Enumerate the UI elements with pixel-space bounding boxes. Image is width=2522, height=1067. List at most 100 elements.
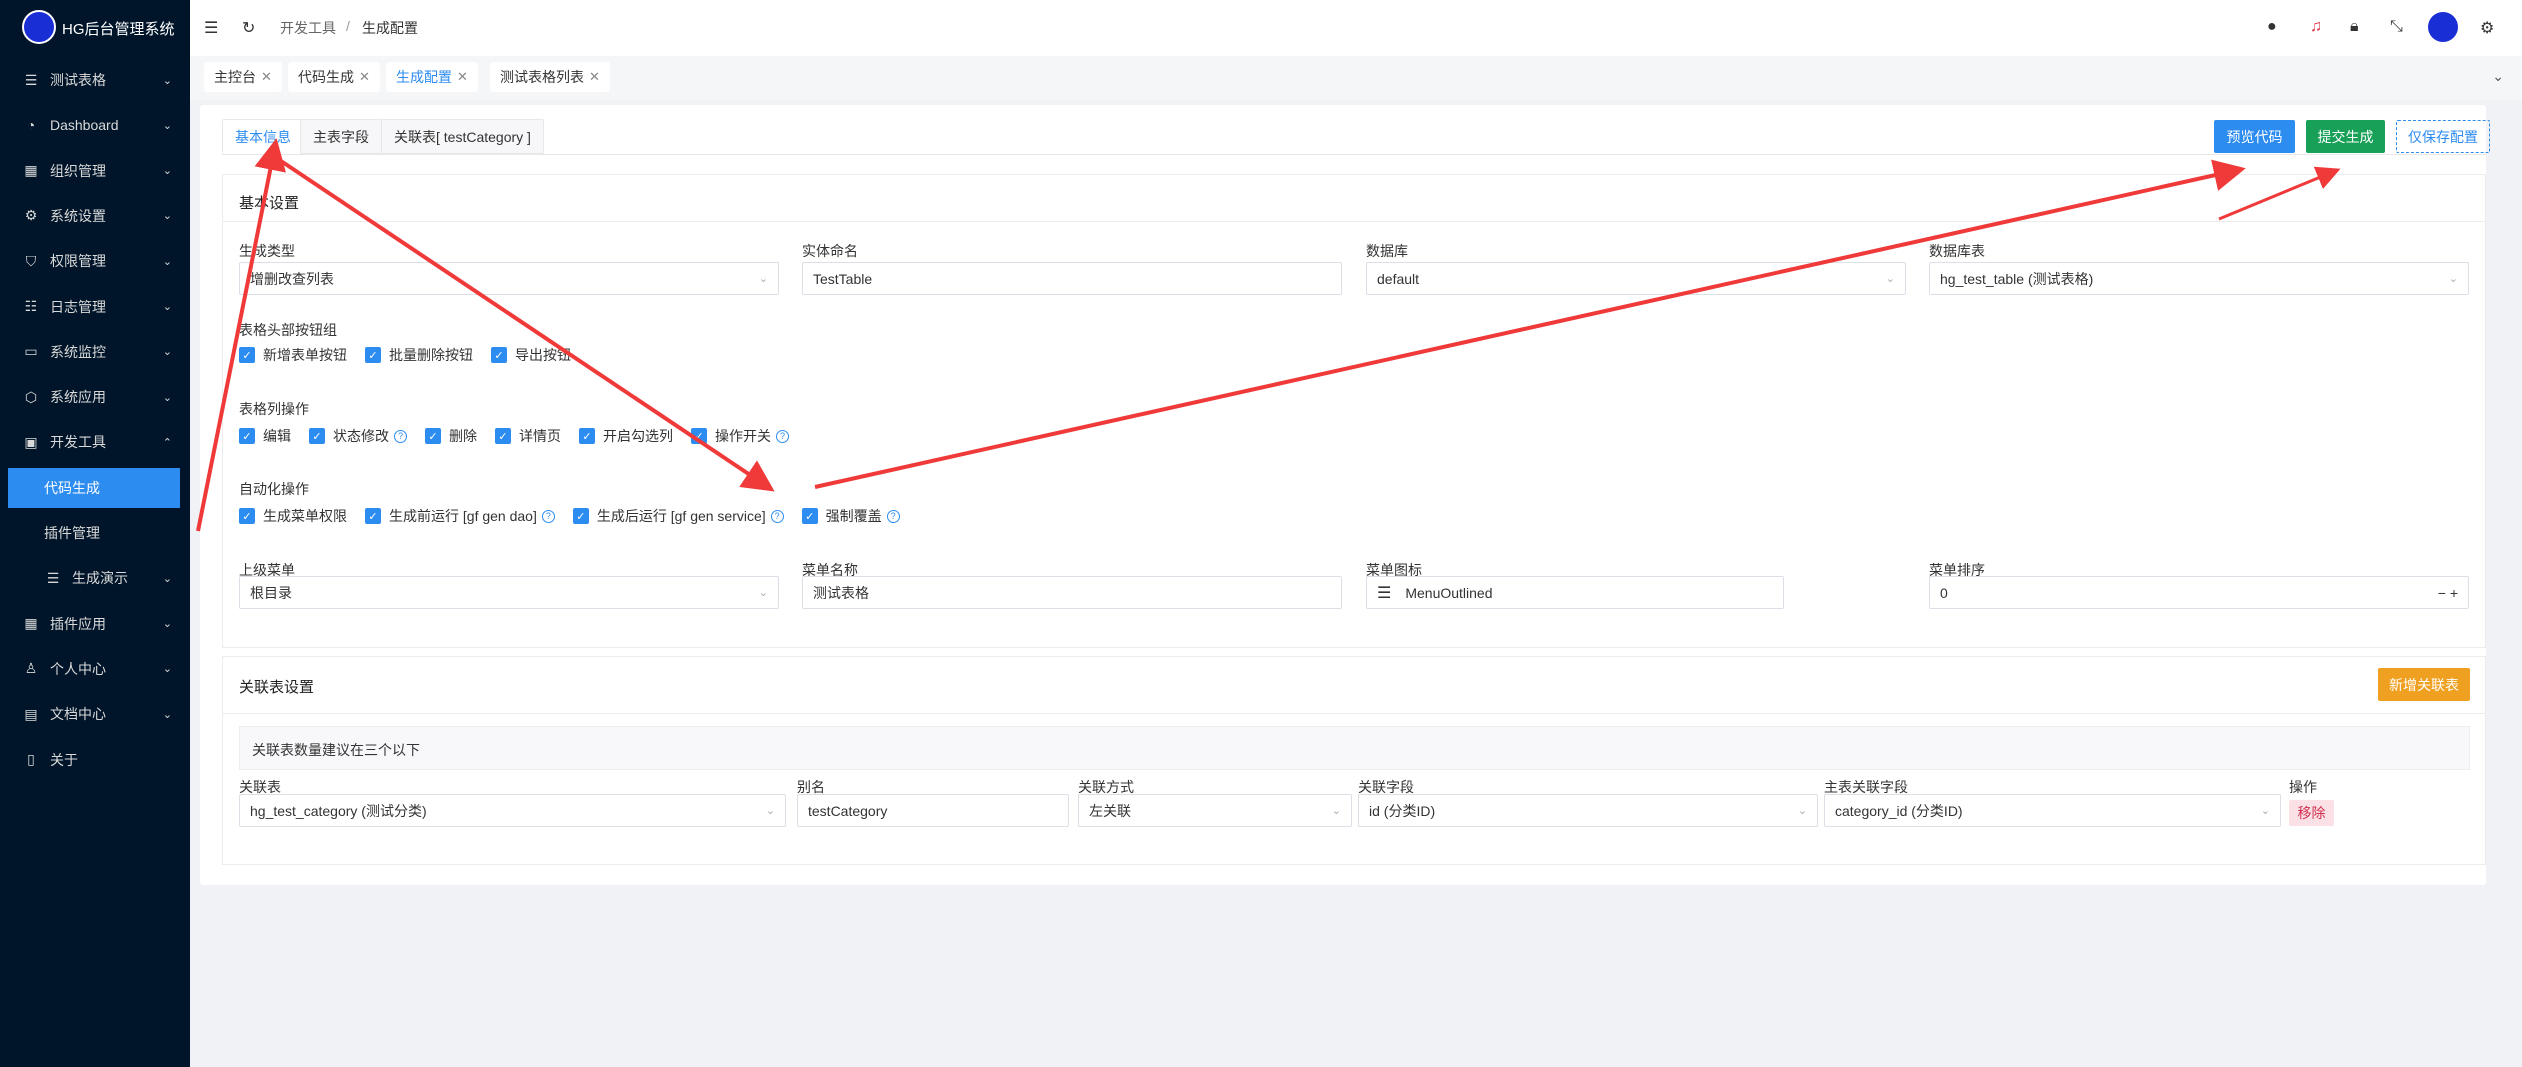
github-icon[interactable]: ●: [2267, 18, 2277, 35]
menu-field-input[interactable]: 测试表格: [802, 576, 1342, 609]
menu-field-input[interactable]: ☰ MenuOutlined: [1366, 576, 1784, 609]
sidebar-item[interactable]: ▣ 开发工具 ⌃: [0, 422, 190, 462]
save-config-button[interactable]: 仅保存配置: [2396, 120, 2490, 153]
select-field[interactable]: default ⌄: [1366, 262, 1906, 295]
chevron-icon: ⌄: [162, 210, 172, 223]
refresh-icon[interactable]: ↻: [242, 20, 256, 37]
chevron-icon: ⌄: [162, 391, 172, 404]
field-label: 上级菜单: [239, 562, 295, 578]
chevron-icon: ⌄: [162, 708, 172, 721]
sidebar-item[interactable]: ⛉ 权限管理 ⌄: [0, 241, 190, 281]
sidebar-item[interactable]: ☰ 测试表格 ⌄: [0, 60, 190, 100]
gear-icon[interactable]: ⚙: [2480, 20, 2495, 37]
stepper-icon[interactable]: − +: [2437, 584, 2458, 601]
menu-field-input[interactable]: 根目录 ⌄: [239, 576, 779, 609]
sidebar-item[interactable]: ◔ Dashboard ⌄: [0, 105, 190, 145]
group-label: 自动化操作: [239, 481, 309, 497]
column-header: 关联字段: [1358, 779, 1414, 795]
checkbox[interactable]: ✓ 编辑: [239, 426, 291, 446]
help-icon[interactable]: ?: [770, 509, 784, 523]
checkbox[interactable]: ✓ 删除: [425, 426, 477, 446]
checkbox[interactable]: ✓ 新增表单按钮: [239, 345, 347, 365]
join-table-field[interactable]: hg_test_category (测试分类) ⌄: [239, 794, 786, 827]
join-mode-field[interactable]: 左关联 ⌄: [1078, 794, 1352, 827]
collapse-menu-icon[interactable]: ☰: [204, 20, 219, 37]
sidebar-item[interactable]: ▦ 插件应用 ⌄: [0, 604, 190, 644]
sidebar-item[interactable]: 插件管理: [0, 513, 190, 553]
join-field-field[interactable]: id (分类ID) ⌄: [1358, 794, 1818, 827]
sidebar-item[interactable]: ▦ 组织管理 ⌄: [0, 151, 190, 191]
help-icon[interactable]: ?: [394, 429, 407, 443]
bell-icon[interactable]: ♫: [2310, 18, 2322, 35]
checkbox[interactable]: ✓ 导出按钮: [491, 345, 571, 365]
field-value: default: [1377, 270, 1420, 287]
checkbox[interactable]: ✓ 详情页: [495, 426, 561, 446]
close-icon[interactable]: ✕: [457, 69, 468, 84]
checkbox-checked-icon: ✓: [691, 428, 707, 444]
checkbox[interactable]: ✓ 操作开关?: [691, 426, 789, 446]
checkbox-label: 导出按钮: [515, 347, 571, 363]
help-icon[interactable]: ?: [776, 429, 789, 443]
select-field[interactable]: hg_test_table (测试表格) ⌄: [1929, 262, 2469, 295]
page-tab-active[interactable]: 生成配置 ✕: [386, 62, 478, 92]
entity-name-input[interactable]: TestTable: [802, 262, 1342, 295]
checkbox-checked-icon: ✓: [491, 347, 507, 363]
sidebar-item-label: Dashboard: [50, 117, 119, 134]
close-icon[interactable]: ✕: [359, 69, 370, 84]
select-field[interactable]: 增删改查列表 ⌄: [239, 262, 779, 295]
sidebar-item[interactable]: ⬡ 系统应用 ⌄: [0, 377, 190, 417]
sidebar-item[interactable]: ▯ 关于: [0, 740, 190, 780]
sidebar-item[interactable]: ▭ 系统监控 ⌄: [0, 332, 190, 372]
help-icon[interactable]: ?: [541, 509, 555, 523]
checkbox[interactable]: ✓ 生成前运行 [gf gen dao]?: [365, 506, 555, 526]
content-card: 基本信息 主表字段 关联表[ testCategory ] 预览代码 提交生成 …: [200, 105, 2490, 885]
sidebar-item-label: 文档中心: [50, 706, 106, 723]
sidebar-item-label: 个人中心: [50, 660, 106, 677]
chevron-down-icon: ⌄: [2260, 805, 2270, 817]
join-main_field-field[interactable]: category_id (分类ID) ⌄: [1824, 794, 2281, 827]
tab-main-fields[interactable]: 主表字段: [300, 119, 382, 154]
tab-join-table[interactable]: 关联表[ testCategory ]: [381, 119, 544, 154]
checkbox[interactable]: ✓ 生成后运行 [gf gen service]?: [572, 506, 784, 526]
page-tab[interactable]: 主控台 ✕: [204, 62, 282, 92]
breadcrumb-item[interactable]: 开发工具: [280, 20, 336, 36]
close-icon[interactable]: ✕: [261, 69, 272, 84]
sidebar-item-label: 插件应用: [50, 615, 106, 632]
panel-title: 关联表设置: [239, 679, 315, 696]
page-tab[interactable]: 代码生成 ✕: [288, 62, 380, 92]
menu-icon: ☰: [1377, 584, 1392, 602]
checkbox[interactable]: ✓ 强制覆盖?: [801, 506, 900, 526]
tab-basic-info[interactable]: 基本信息: [222, 119, 304, 154]
sidebar-item-label: 关于: [50, 751, 78, 768]
sidebar-item[interactable]: ☷ 日志管理 ⌄: [0, 287, 190, 327]
sidebar-item[interactable]: ♙ 个人中心 ⌄: [0, 649, 190, 689]
avatar[interactable]: [2428, 12, 2458, 42]
remove-button[interactable]: 移除: [2289, 800, 2334, 826]
preview-code-button[interactable]: 预览代码: [2214, 120, 2295, 153]
sidebar-item[interactable]: ▤ 文档中心 ⌄: [0, 694, 190, 734]
sidebar-item[interactable]: ☰ 生成演示 ⌄: [0, 558, 190, 598]
submit-generate-button[interactable]: 提交生成: [2306, 120, 2385, 153]
page-tab[interactable]: 测试表格列表 ✕: [490, 62, 610, 92]
join-alias-field[interactable]: testCategory: [797, 794, 1069, 827]
lock-icon[interactable]: 🔒︎: [2350, 18, 2359, 35]
chevron-icon: ⌄: [162, 572, 172, 585]
checkbox[interactable]: ✓ 批量删除按钮: [365, 345, 473, 365]
checkbox[interactable]: ✓ 状态修改?: [309, 426, 407, 446]
chevron-down-icon: ⌄: [2448, 273, 2458, 285]
help-icon[interactable]: ?: [886, 509, 900, 523]
tab-label: 生成配置: [396, 69, 452, 85]
add-join-table-button[interactable]: 新增关联表: [2378, 668, 2470, 701]
menu-field-input[interactable]: 0 − +: [1929, 576, 2469, 609]
checkbox[interactable]: ✓ 开启勾选列: [579, 426, 673, 446]
column-header: 别名: [797, 779, 825, 795]
fullscreen-icon[interactable]: ⤡: [2390, 18, 2403, 35]
sidebar-item[interactable]: 代码生成: [8, 467, 180, 508]
chevron-icon: ⌄: [162, 618, 172, 631]
chevron-down-icon[interactable]: ⌄: [2492, 68, 2504, 84]
field-value: 左关联: [1089, 802, 1131, 819]
sidebar-item[interactable]: ⚙ 系统设置 ⌄: [0, 196, 190, 236]
close-icon[interactable]: ✕: [589, 69, 600, 84]
monitor-icon: ▭: [24, 343, 38, 360]
checkbox[interactable]: ✓ 生成菜单权限: [239, 506, 347, 526]
